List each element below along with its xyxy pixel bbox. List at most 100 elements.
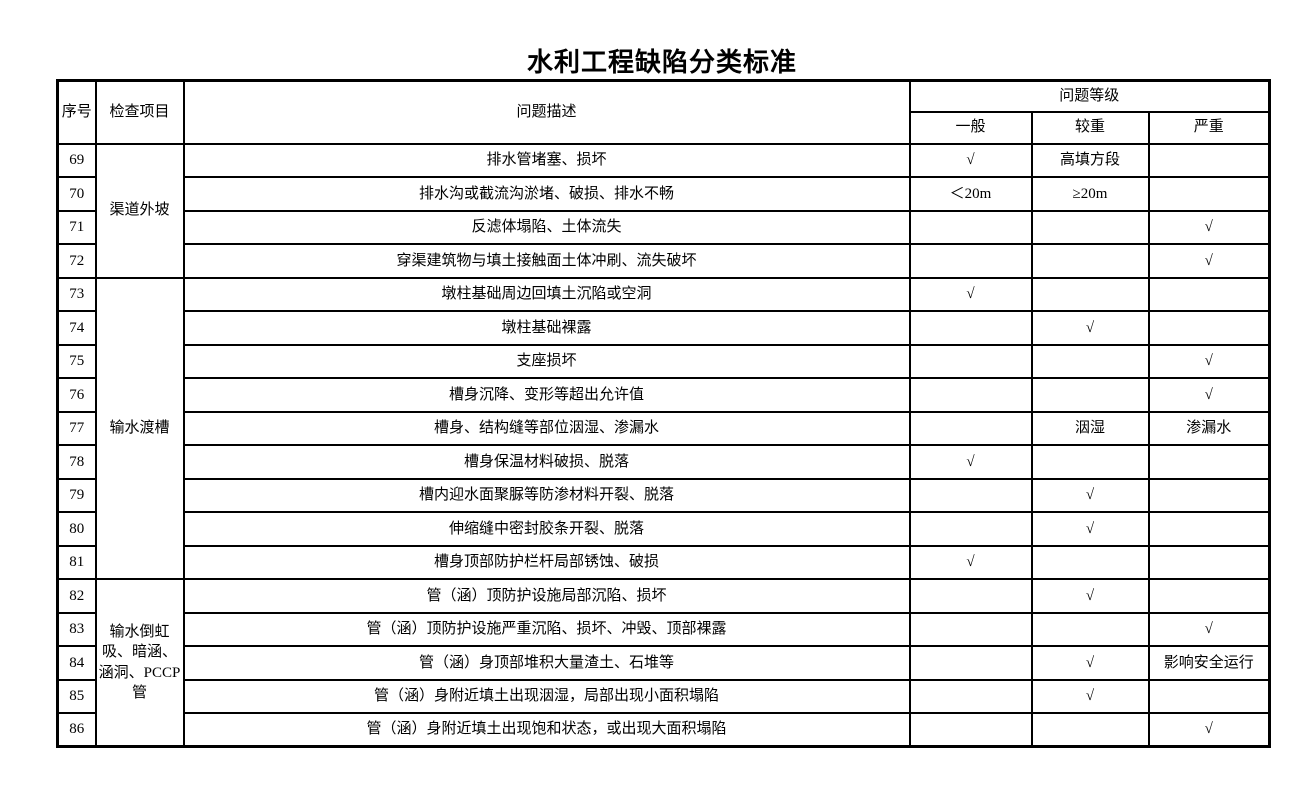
level-severe-cell <box>1147 678 1271 714</box>
row-number-cell: 71 <box>56 209 97 245</box>
inspection-item-cell: 渠道外坡 <box>94 142 185 279</box>
page-title: 水利工程缺陷分类标准 <box>56 47 1268 77</box>
level-serious-cell <box>1030 343 1150 379</box>
row-number-cell: 76 <box>56 377 97 413</box>
level-serious-cell <box>1030 243 1150 279</box>
level-severe-cell <box>1147 477 1271 513</box>
row-number-cell: 78 <box>56 444 97 480</box>
table-row: 77 槽身、结构缝等部位洇湿、渗漏水 洇湿 渗漏水 <box>56 410 1271 446</box>
defect-classification-table: 序号 检查项目 问题描述 问题等级 一般 较重 严重 69 渠道外坡 排水管堵塞、损… <box>56 79 1272 748</box>
level-general-cell <box>908 477 1033 513</box>
row-number-cell: 74 <box>56 310 97 346</box>
table-row: 74 墩柱基础裸露 √ <box>56 310 1271 346</box>
table-row: 84 管（涵）身顶部堆积大量渣土、石堆等 √ 影响安全运行 <box>56 645 1271 681</box>
table-row: 82 输水倒虹吸、暗涵、涵洞、PCCP管 管（涵）顶防护设施局部沉陷、损坏 √ <box>56 578 1271 748</box>
page-title-text: 水利工程缺陷分类标准 <box>526 47 797 77</box>
level-general-cell: √ <box>908 276 1033 312</box>
level-severe-cell: 渗漏水 <box>1147 410 1271 446</box>
level-general-cell <box>908 209 1033 245</box>
level-severe-cell: √ <box>1147 611 1271 647</box>
level-severe-cell: √ <box>1147 243 1271 279</box>
level-severe-cell <box>1147 276 1271 312</box>
level-severe-cell <box>1147 176 1271 212</box>
row-number-cell: 86 <box>56 712 97 748</box>
level-serious-cell <box>1030 377 1150 413</box>
level-general-cell: ＜20m <box>908 176 1033 212</box>
level-general-cell <box>908 578 1033 614</box>
row-number-cell: 85 <box>56 678 97 714</box>
level-severe-cell: √ <box>1147 712 1271 748</box>
problem-description-cell: 管（涵）身顶部堆积大量渣土、石堆等 <box>182 645 911 681</box>
problem-description-cell: 穿渠建筑物与填土接触面土体冲刷、流失破坏 <box>182 243 911 279</box>
table-row: 76 槽身沉降、变形等超出允许值 √ <box>56 377 1271 413</box>
header-level-severe: 严重 <box>1147 110 1271 145</box>
level-severe-cell <box>1147 511 1271 547</box>
level-serious-cell: √ <box>1030 310 1150 346</box>
problem-description-cell: 排水管堵塞、损坏 <box>182 142 911 178</box>
level-severe-cell: 影响安全运行 <box>1147 645 1271 681</box>
row-number-cell: 84 <box>56 645 97 681</box>
row-number-cell: 79 <box>56 477 97 513</box>
level-serious-cell <box>1030 209 1150 245</box>
level-general-cell <box>908 611 1033 647</box>
problem-description-cell: 槽身沉降、变形等超出允许值 <box>182 377 911 413</box>
table-row: 70 排水沟或截流沟淤堵、破损、排水不畅 ＜20m ≥20m <box>56 176 1271 212</box>
level-serious-cell <box>1030 712 1150 748</box>
table-row: 69 渠道外坡 排水管堵塞、损坏 √ 高填方段 <box>56 142 1271 279</box>
problem-description-cell: 排水沟或截流沟淤堵、破损、排水不畅 <box>182 176 911 212</box>
table-row: 80 伸缩缝中密封胶条开裂、脱落 √ <box>56 511 1271 547</box>
header-level-general: 一般 <box>908 110 1033 145</box>
header-row-2: 一般 较重 严重 <box>58 110 1271 145</box>
level-serious-cell <box>1030 544 1150 580</box>
header-inspection-item: 检查项目 <box>94 79 185 145</box>
level-serious-cell: √ <box>1030 477 1150 513</box>
level-general-cell <box>908 645 1033 681</box>
level-general-cell <box>908 678 1033 714</box>
level-general-cell <box>908 511 1033 547</box>
level-serious-cell: 洇湿 <box>1030 410 1150 446</box>
level-serious-cell: √ <box>1030 511 1150 547</box>
level-general-cell <box>908 243 1033 279</box>
table-row: 81 槽身顶部防护栏杆局部锈蚀、破损 √ <box>56 544 1271 580</box>
row-number-cell: 77 <box>56 410 97 446</box>
row-number-cell: 82 <box>56 578 97 614</box>
table-row: 72 穿渠建筑物与填土接触面土体冲刷、流失破坏 √ <box>56 243 1271 279</box>
table-row: 71 反滤体塌陷、土体流失 √ <box>56 209 1271 245</box>
problem-description-cell: 墩柱基础裸露 <box>182 310 911 346</box>
level-serious-cell: ≥20m <box>1030 176 1150 212</box>
level-general-cell: √ <box>908 142 1033 178</box>
problem-description-cell: 槽身顶部防护栏杆局部锈蚀、破损 <box>182 544 911 580</box>
level-general-cell <box>908 410 1033 446</box>
inspection-item-cell: 输水倒虹吸、暗涵、涵洞、PCCP管 <box>94 578 185 748</box>
header-problem-description: 问题描述 <box>182 79 911 145</box>
level-severe-cell: √ <box>1147 377 1271 413</box>
level-severe-cell <box>1147 444 1271 480</box>
row-number-cell: 81 <box>56 544 97 580</box>
problem-description-cell: 槽内迎水面聚脲等防渗材料开裂、脱落 <box>182 477 911 513</box>
table-row: 78 槽身保温材料破损、脱落 √ <box>56 444 1271 480</box>
header-problem-level-group: 问题等级 <box>908 79 1271 113</box>
row-number-cell: 83 <box>56 611 97 647</box>
table-row: 73 输水渡槽 墩柱基础周边回填土沉陷或空洞 √ <box>56 276 1271 580</box>
level-severe-cell: √ <box>1147 209 1271 245</box>
level-general-cell: √ <box>908 544 1033 580</box>
level-severe-cell <box>1147 544 1271 580</box>
level-serious-cell <box>1030 276 1150 312</box>
row-number-cell: 69 <box>56 142 97 178</box>
row-number-cell: 70 <box>56 176 97 212</box>
problem-description-cell: 墩柱基础周边回填土沉陷或空洞 <box>182 276 911 312</box>
level-general-cell <box>908 343 1033 379</box>
level-serious-cell: √ <box>1030 645 1150 681</box>
level-general-cell <box>908 377 1033 413</box>
problem-description-cell: 管（涵）顶防护设施局部沉陷、损坏 <box>182 578 911 614</box>
problem-description-cell: 槽身保温材料破损、脱落 <box>182 444 911 480</box>
table-header: 序号 检查项目 问题描述 问题等级 一般 较重 严重 <box>56 79 1271 145</box>
header-row-1: 序号 检查项目 问题描述 问题等级 <box>56 79 1271 145</box>
table-row: 75 支座损坏 √ <box>56 343 1271 379</box>
level-severe-cell <box>1147 310 1271 346</box>
table-row: 83 管（涵）顶防护设施严重沉陷、损坏、冲毁、顶部裸露 √ <box>56 611 1271 647</box>
row-number-cell: 80 <box>56 511 97 547</box>
level-severe-cell <box>1147 142 1271 178</box>
table-row: 85 管（涵）身附近填土出现洇湿，局部出现小面积塌陷 √ <box>56 678 1271 714</box>
